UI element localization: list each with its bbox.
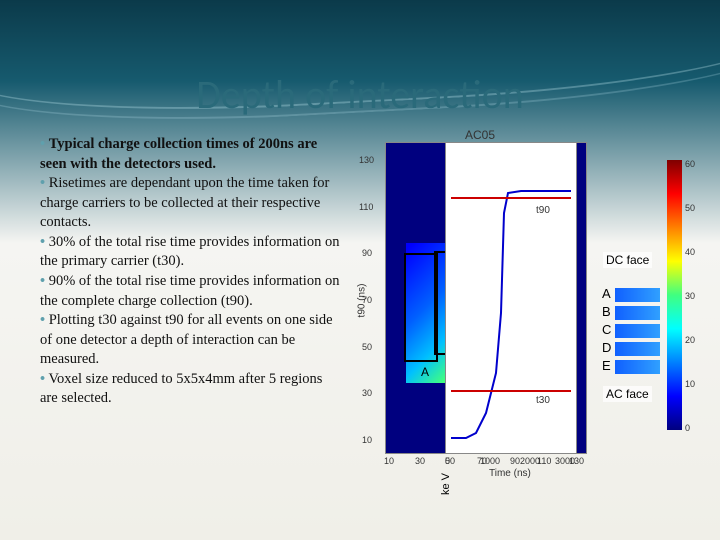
signal-chart: t90 t30 — [445, 142, 577, 454]
bar-c — [615, 324, 660, 338]
bar-e — [615, 360, 660, 374]
bar-d — [615, 342, 660, 356]
bullet-text: • Typical charge collection times of 200… — [40, 135, 340, 409]
t90-label: t90 — [536, 205, 550, 216]
chart-title: AC05 — [465, 128, 495, 142]
bar-a — [615, 288, 660, 302]
y-axis-label: t90 (ns) — [356, 284, 367, 318]
dc-face-bottom: AC face — [603, 386, 652, 402]
figure-area: AC05 A B C 10 30 50 70 90 110 130 10 30 … — [365, 130, 705, 520]
kev-label: ke V — [440, 473, 452, 495]
t30-label: t30 — [536, 395, 550, 406]
region-a — [404, 253, 438, 362]
dc-face-top: DC face — [603, 252, 652, 268]
region-label-a: A — [421, 365, 429, 379]
page-title: Depth of interaction — [0, 70, 720, 119]
bar-b — [615, 306, 660, 320]
colorbar — [667, 160, 682, 430]
time-axis-label: Time (ns) — [489, 468, 531, 479]
